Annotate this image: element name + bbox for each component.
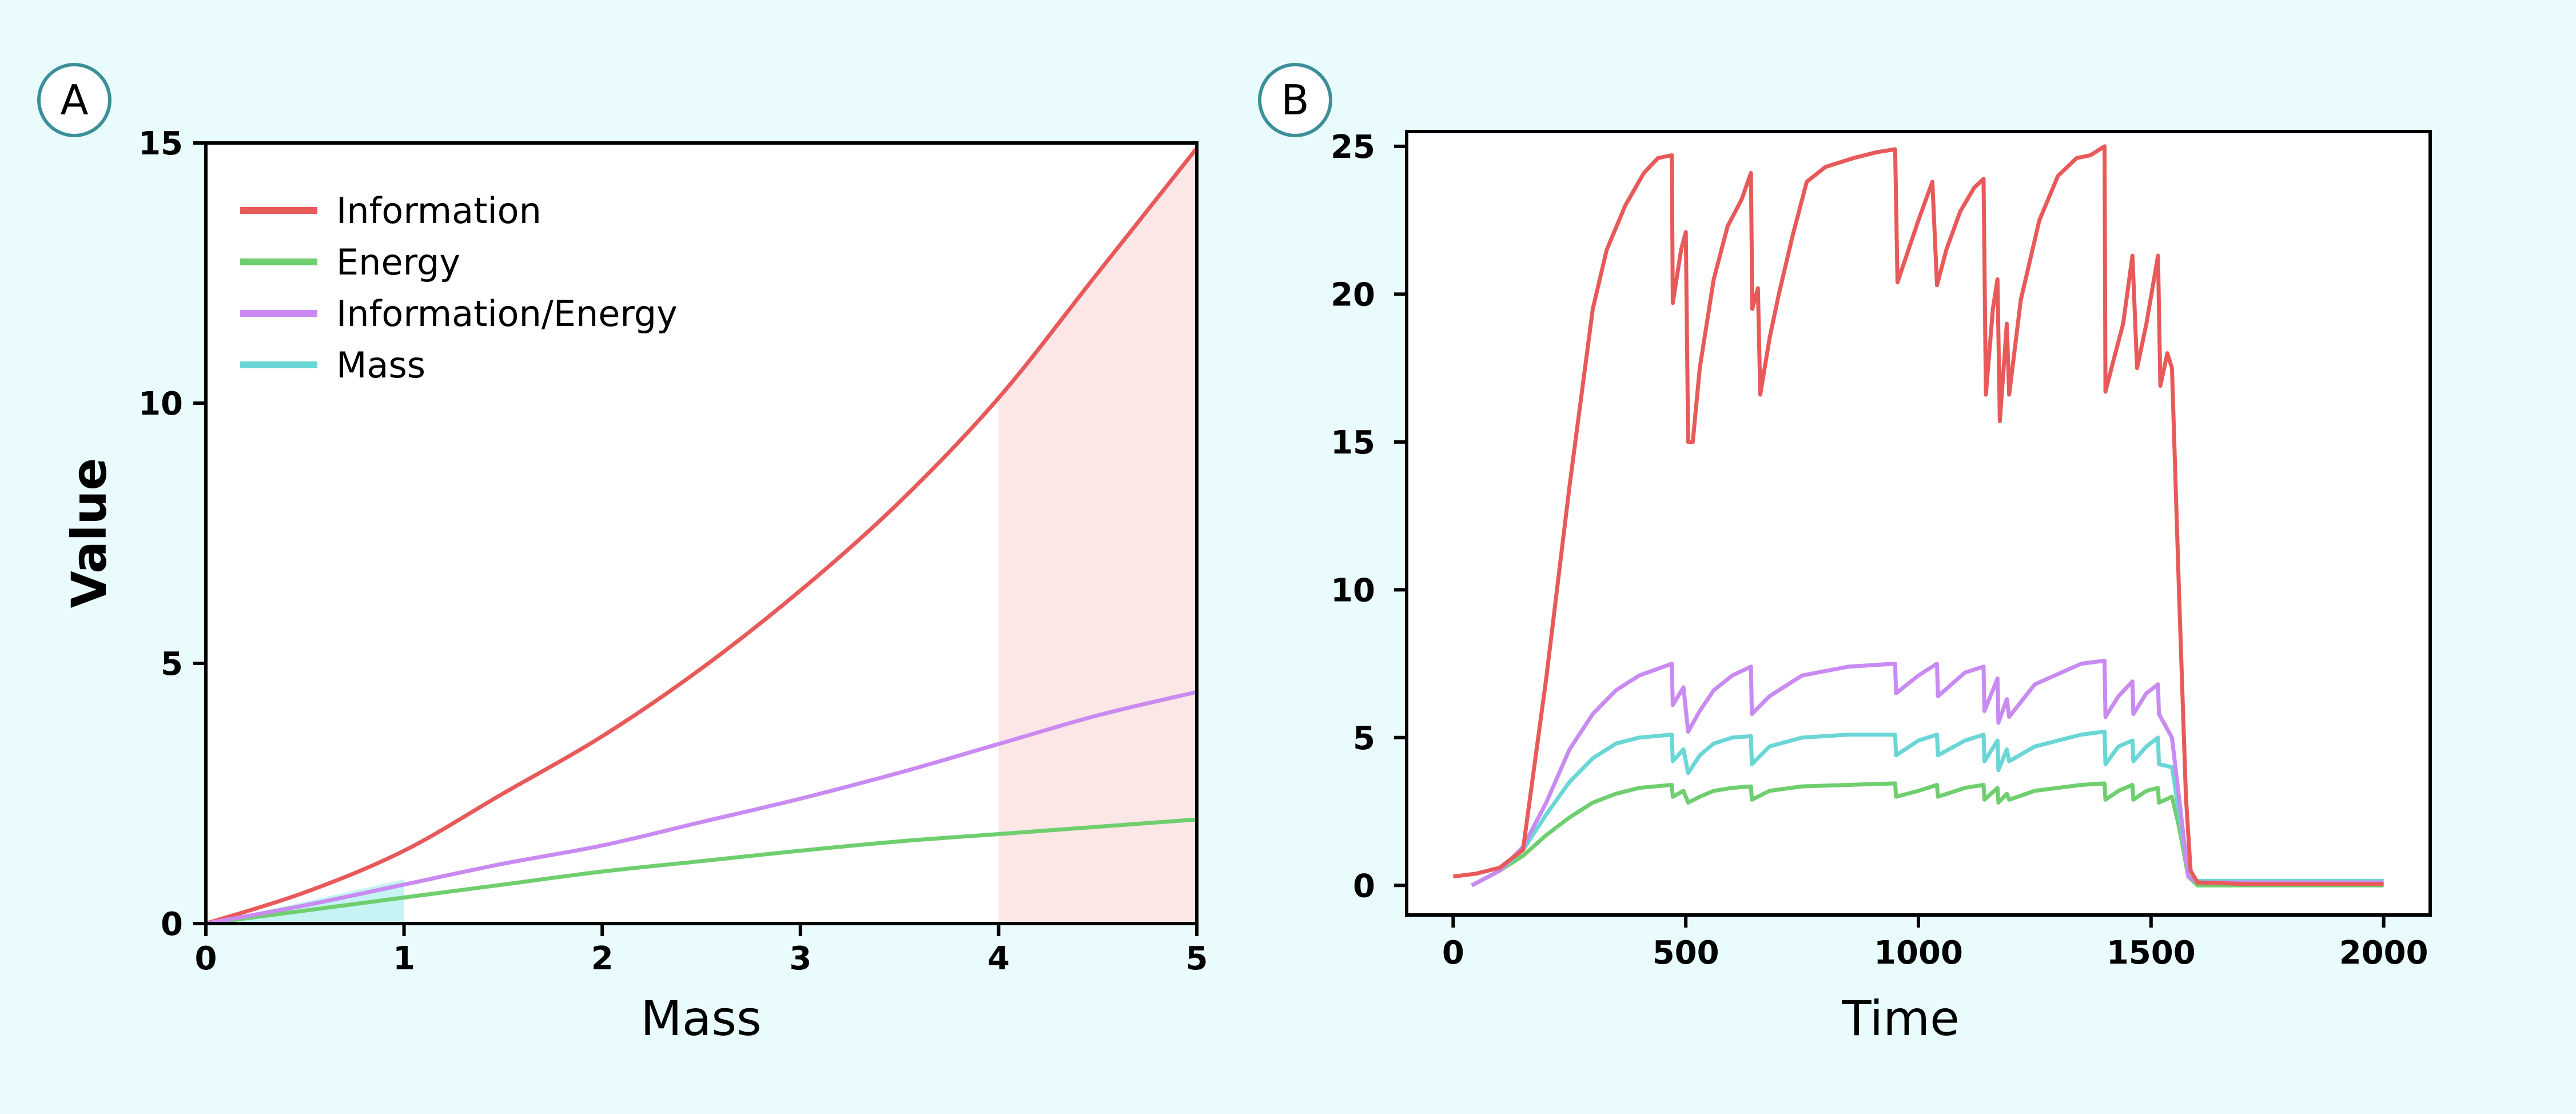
x-tick-label: 0 [1442, 934, 1464, 972]
series-lines-a [205, 146, 1199, 926]
x-tick-label: 0 [195, 940, 217, 977]
panel-b: B 0 500 1000 1500 2000 0 5 10 15 20 25 Time [1258, 63, 2432, 1047]
panel-a: A 0 1 2 3 4 5 0 5 10 15 Mass Value Information Ene… [37, 63, 1208, 1047]
shaded-region-mass [206, 879, 404, 924]
x-tick-label: 2000 [2339, 934, 2428, 972]
y-tick-label: 5 [1353, 720, 1375, 757]
x-axis-label-b: Time [1841, 990, 1960, 1047]
legend-entry-information: Information [336, 190, 542, 232]
x-tick-label: 4 [988, 940, 1010, 977]
series-line-information-energy [1471, 658, 2384, 888]
y-tick-label: 25 [1331, 129, 1375, 166]
plot-frame-a [204, 141, 1199, 925]
panel-label-text: A [60, 76, 88, 124]
series-line-information [1452, 144, 2384, 886]
x-tick-label: 2 [591, 940, 614, 977]
x-tick-label: 5 [1186, 940, 1208, 977]
legend-entry-energy: Energy [336, 241, 460, 283]
series-line-energy [1471, 781, 2384, 888]
panel-label-a: A [37, 63, 112, 137]
panel-label-circle [37, 63, 112, 137]
y-tick-label: 10 [1331, 572, 1375, 609]
legend-entry-mass: Mass [336, 344, 425, 386]
series-lines-b [1452, 144, 2384, 888]
series-line-information-energy [205, 690, 1197, 926]
legend-entry-information-energy: Information/Energy [336, 293, 678, 335]
x-tick-label: 3 [789, 940, 811, 977]
x-tick-label: 1500 [2107, 934, 2196, 972]
x-tick-label: 500 [1653, 934, 1719, 972]
y-axis-label-a: Value [61, 458, 117, 608]
y-tick-label: 20 [1331, 276, 1375, 313]
x-axis-label-a: Mass [640, 990, 761, 1047]
series-line-mass [1471, 730, 2384, 888]
y-tick-label: 15 [1331, 424, 1375, 461]
legend-a: Information Energy Information/Energy Mass [240, 190, 678, 386]
ticks-a: 0 1 2 3 4 5 0 5 10 15 [138, 125, 1208, 977]
x-tick-label: 1000 [1874, 934, 1963, 972]
series-line-information [205, 146, 1199, 926]
x-tick-label: 1 [393, 940, 415, 977]
series-line-energy [205, 817, 1197, 926]
y-tick-label: 10 [138, 385, 183, 423]
ticks-b: 0 500 1000 1500 2000 0 5 10 15 20 25 [1331, 129, 2428, 972]
panel-label-circle [1258, 63, 1332, 137]
panel-label-text: B [1281, 76, 1309, 124]
panel-label-b: B [1258, 63, 1332, 137]
y-tick-label: 15 [138, 125, 183, 162]
y-tick-label: 0 [161, 906, 183, 943]
y-tick-label: 0 [1353, 868, 1375, 905]
y-tick-label: 5 [161, 646, 183, 683]
plot-area-b [1407, 132, 2430, 915]
